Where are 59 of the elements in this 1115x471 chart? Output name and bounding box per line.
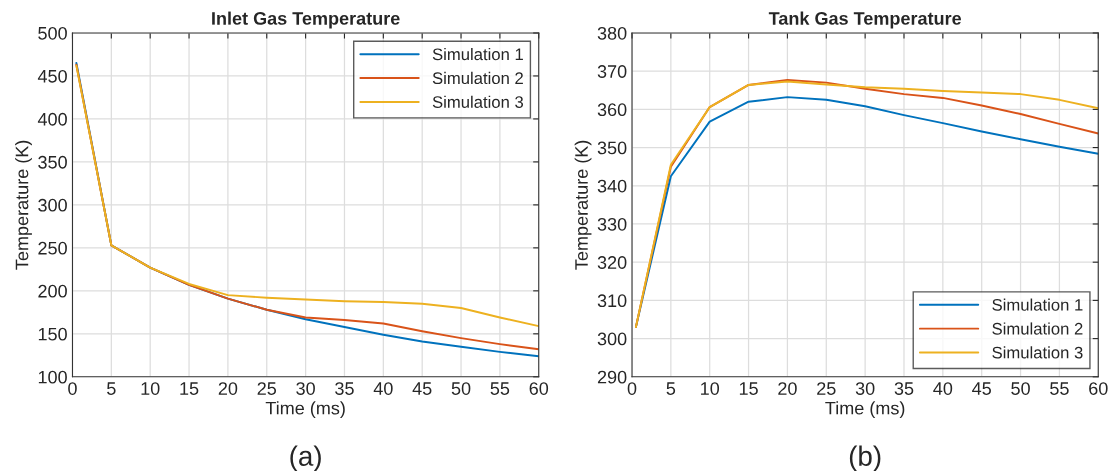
y-tick-label: 350 — [38, 155, 67, 169]
x-tick-label: 35 — [335, 382, 354, 395]
y-tick-label: 320 — [597, 256, 627, 269]
text: (b) — [849, 445, 881, 471]
x-tick-label: 55 — [1050, 382, 1069, 395]
x-tick-label: 25 — [817, 382, 836, 395]
y-tick-label: 290 — [597, 370, 627, 384]
x-tick-label: 10 — [141, 382, 160, 395]
x-tick-label: 40 — [933, 382, 953, 395]
x-tick-label: 5 — [107, 382, 116, 395]
x-axis-title: Time (ms) — [825, 401, 905, 419]
y-tick-label: 250 — [38, 241, 67, 255]
y-tick-label: 360 — [597, 103, 627, 117]
y-tick-label: 500 — [38, 26, 67, 40]
y-tick-label: 370 — [597, 65, 627, 78]
y-tick-label: 300 — [597, 332, 627, 346]
y-tick-label: 100 — [38, 370, 67, 384]
x-tick-label: 60 — [529, 382, 549, 395]
x-tick-label: 55 — [490, 382, 510, 395]
x-axis-title: Time (ms) — [265, 401, 345, 419]
x-tick-label: 20 — [778, 382, 797, 395]
x-tick-label: 15 — [739, 382, 758, 395]
chart-title: Inlet Gas Temperature — [212, 11, 400, 29]
y-tick-label: 400 — [37, 112, 67, 126]
text: (a) — [290, 445, 321, 471]
x-tick-label: 35 — [894, 382, 914, 395]
y-tick-label: 450 — [37, 69, 67, 83]
chart-title: Tank Gas Temperature — [768, 11, 962, 29]
legend-label: Simulation 2 — [992, 322, 1083, 335]
y-tick-label: 150 — [38, 327, 67, 341]
x-tick-label: 0 — [627, 382, 637, 395]
y-axis-title: Temperature (K) — [574, 140, 592, 270]
y-tick-label: 340 — [597, 179, 627, 193]
x-tick-label: 20 — [218, 382, 238, 395]
y-tick-label: 300 — [38, 198, 67, 212]
x-tick-label: 10 — [701, 382, 720, 395]
x-tick-label: 45 — [412, 382, 432, 395]
legend-label: Simulation 1 — [992, 298, 1083, 311]
y-axis-title: Temperature (K) — [15, 140, 32, 270]
legend-label: Simulation 1 — [432, 47, 523, 61]
x-tick-label: 0 — [68, 382, 77, 395]
legend-label: Simulation 3 — [992, 346, 1083, 359]
y-tick-label: 200 — [38, 284, 67, 298]
x-tick-label: 30 — [855, 382, 875, 395]
x-tick-label: 25 — [257, 382, 277, 395]
y-tick-label: 380 — [597, 26, 627, 40]
legend-label: Simulation 2 — [432, 71, 523, 85]
x-tick-label: 60 — [1089, 382, 1108, 395]
x-tick-label: 50 — [1011, 382, 1030, 395]
legend-label: Simulation 3 — [432, 95, 524, 108]
y-tick-label: 310 — [597, 294, 627, 308]
y-tick-label: 330 — [597, 217, 627, 231]
x-tick-label: 15 — [180, 382, 199, 395]
x-tick-label: 50 — [451, 382, 471, 395]
x-tick-label: 30 — [296, 382, 315, 395]
x-tick-label: 45 — [972, 382, 991, 395]
y-tick-label: 350 — [597, 141, 627, 155]
x-tick-label: 5 — [666, 382, 676, 395]
x-tick-label: 40 — [373, 382, 393, 395]
